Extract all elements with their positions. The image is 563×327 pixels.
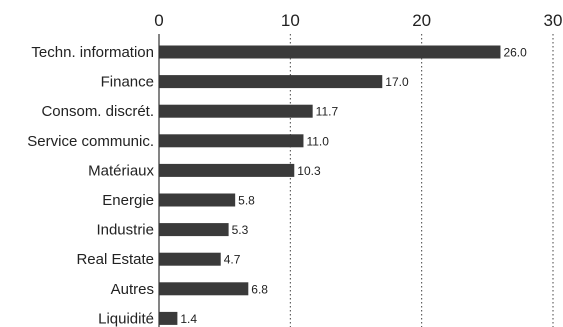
bar-7 bbox=[159, 252, 221, 266]
bar-2 bbox=[159, 104, 313, 118]
value-label-3: 11.0 bbox=[306, 134, 329, 148]
x-tick-label-0: 0 bbox=[154, 11, 163, 30]
value-label-2: 11.7 bbox=[316, 105, 339, 119]
category-label-5: Energie bbox=[102, 192, 154, 209]
value-label-8: 6.8 bbox=[251, 282, 268, 296]
category-labels: Techn. information Finance Consom. discrét… bbox=[27, 44, 154, 327]
category-label-9: Liquidité bbox=[98, 310, 154, 327]
value-label-7: 4.7 bbox=[224, 253, 241, 267]
bar-1 bbox=[159, 75, 383, 89]
category-label-2: Consom. discrét. bbox=[41, 103, 154, 120]
x-axis-ticks: 0 10 20 30 bbox=[154, 11, 562, 30]
bar-8 bbox=[159, 282, 249, 296]
value-labels: 26.0 17.0 11.7 11.0 10.3 5.8 5.3 4.7 6.8 1.4 bbox=[180, 46, 527, 326]
value-label-9: 1.4 bbox=[180, 312, 197, 326]
value-label-5: 5.8 bbox=[238, 194, 255, 208]
category-label-4: Matériaux bbox=[88, 162, 154, 179]
bar-6 bbox=[159, 223, 229, 237]
bar-5 bbox=[159, 193, 236, 207]
category-label-7: Real Estate bbox=[76, 251, 154, 268]
x-tick-label-30: 30 bbox=[544, 11, 563, 30]
bar-4 bbox=[159, 163, 295, 177]
bar-3 bbox=[159, 134, 304, 148]
category-label-3: Service communic. bbox=[27, 133, 154, 150]
value-label-4: 10.3 bbox=[297, 164, 321, 178]
category-label-0: Techn. information bbox=[31, 44, 154, 61]
bar-0 bbox=[159, 45, 501, 59]
category-label-8: Autres bbox=[111, 281, 154, 298]
category-label-6: Industrie bbox=[96, 222, 154, 239]
bars bbox=[159, 45, 501, 325]
bar-9 bbox=[159, 311, 178, 325]
value-label-1: 17.0 bbox=[385, 75, 409, 89]
x-tick-label-20: 20 bbox=[412, 11, 431, 30]
category-label-1: Finance bbox=[101, 74, 154, 91]
value-label-6: 5.3 bbox=[232, 223, 249, 237]
value-label-0: 26.0 bbox=[503, 46, 527, 60]
x-tick-label-10: 10 bbox=[281, 11, 300, 30]
